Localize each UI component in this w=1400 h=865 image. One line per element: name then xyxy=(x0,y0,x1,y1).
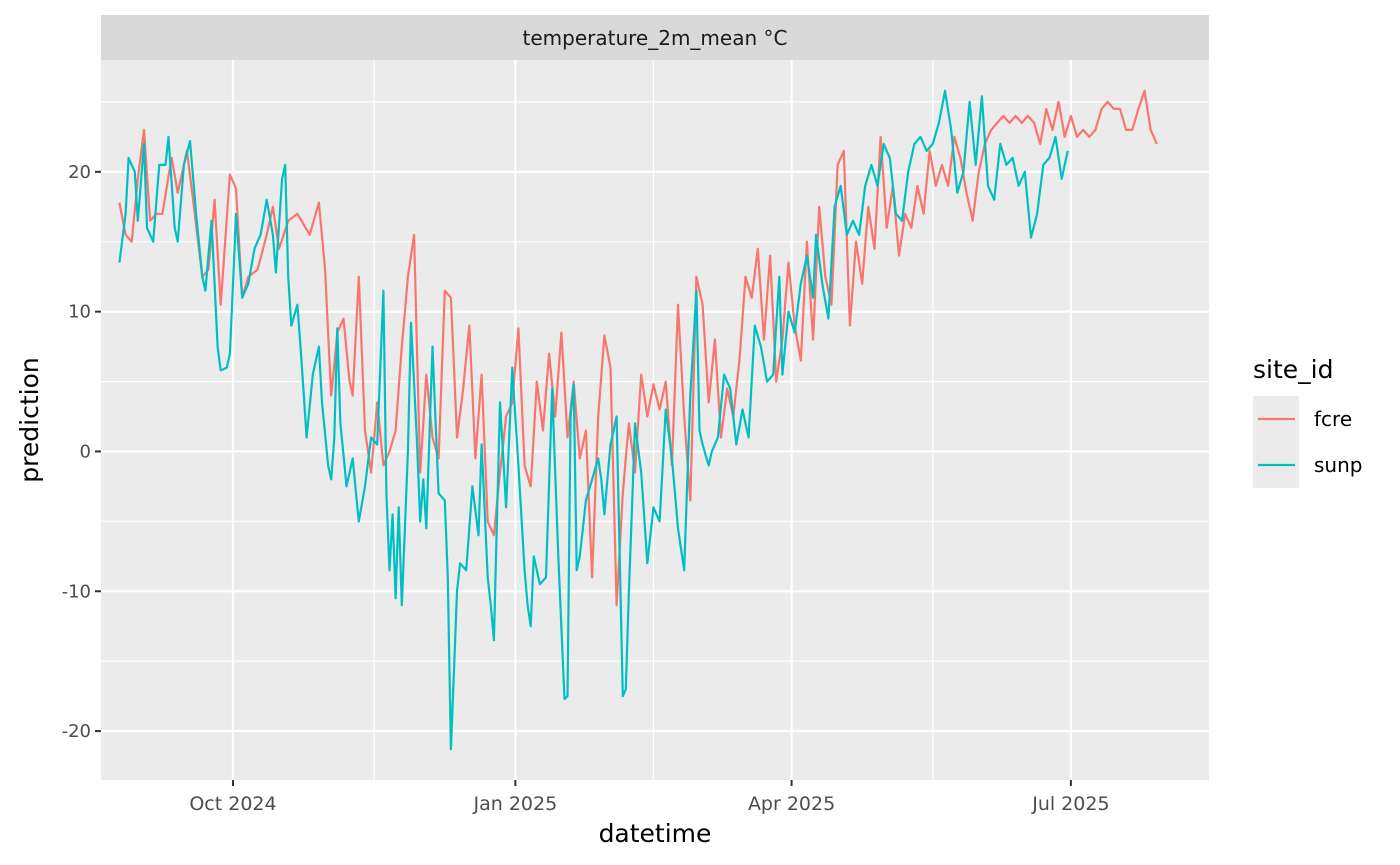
legend-items: fcre sunp xyxy=(1258,407,1362,477)
x-axis-label: datetime xyxy=(599,819,712,848)
series-layer xyxy=(118,89,1158,751)
facet-strip xyxy=(101,15,1209,60)
facet-title: temperature_2m_mean °C xyxy=(523,26,788,50)
y-axis: -20 -10 0 10 20 xyxy=(62,162,101,742)
legend: site_id fcre sunp xyxy=(1253,355,1362,488)
y-tick-label: 0 xyxy=(80,441,91,462)
y-tick-label: 20 xyxy=(68,162,91,183)
y-tick-label: -10 xyxy=(62,581,91,602)
x-tick-label: Jan 2025 xyxy=(473,793,558,815)
legend-key-background xyxy=(1253,396,1299,488)
x-tick-label: Apr 2025 xyxy=(748,793,835,815)
series-line-fcre xyxy=(118,89,1158,607)
x-tick-label: Oct 2024 xyxy=(189,793,276,815)
y-axis-label: prediction xyxy=(15,357,44,482)
x-axis: Oct 2024 Jan 2025 Apr 2025 Jul 2025 xyxy=(189,780,1110,815)
y-tick-label: 10 xyxy=(68,302,91,323)
legend-label-fcre: fcre xyxy=(1314,407,1352,431)
legend-label-sunp: sunp xyxy=(1314,453,1362,477)
y-tick-label: -20 xyxy=(62,721,91,742)
series-line-sunp xyxy=(118,89,1069,751)
legend-title: site_id xyxy=(1253,355,1333,384)
grid-minor xyxy=(101,60,1209,780)
x-tick-label: Jul 2025 xyxy=(1031,793,1109,815)
